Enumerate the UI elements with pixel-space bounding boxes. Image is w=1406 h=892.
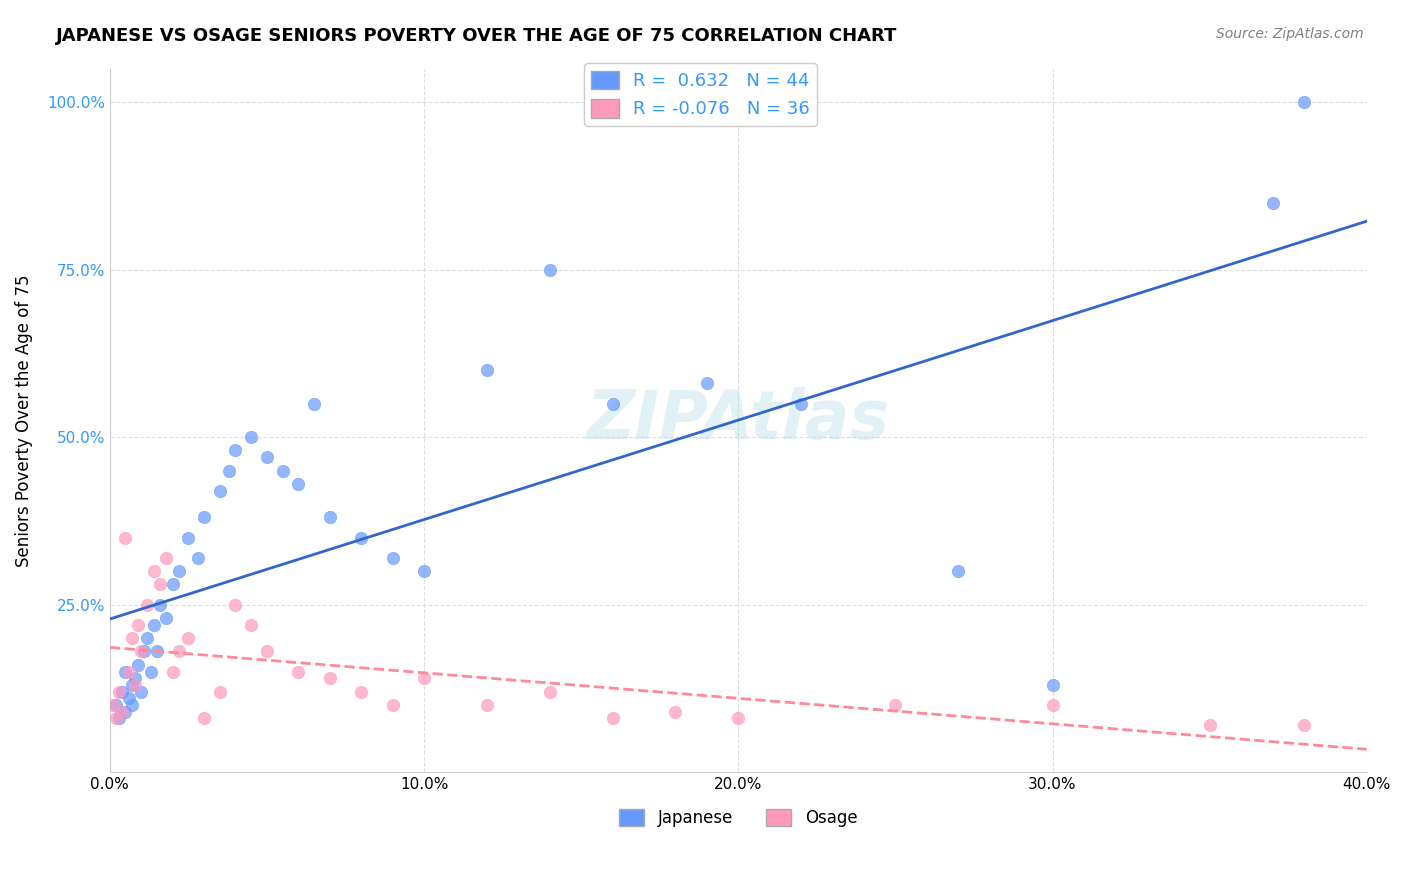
- Japanese: [287, 477, 309, 491]
- Osage: [1042, 698, 1064, 712]
- Osage: [319, 671, 342, 685]
- Osage: [149, 577, 172, 591]
- Osage: [124, 678, 146, 692]
- Japanese: [129, 684, 152, 698]
- Osage: [208, 684, 231, 698]
- Japanese: [218, 464, 240, 478]
- Japanese: [1292, 95, 1315, 109]
- Osage: [177, 631, 200, 645]
- Japanese: [108, 711, 131, 725]
- Japanese: [187, 550, 209, 565]
- Legend: Japanese, Osage: Japanese, Osage: [613, 803, 863, 834]
- Japanese: [162, 577, 184, 591]
- Japanese: [696, 376, 718, 391]
- Osage: [538, 684, 561, 698]
- Japanese: [1042, 678, 1064, 692]
- Osage: [117, 665, 139, 679]
- Japanese: [302, 396, 325, 410]
- Japanese: [121, 698, 143, 712]
- Osage: [105, 711, 128, 725]
- Japanese: [114, 705, 136, 719]
- Japanese: [240, 430, 263, 444]
- Text: Source: ZipAtlas.com: Source: ZipAtlas.com: [1216, 27, 1364, 41]
- Japanese: [121, 678, 143, 692]
- Japanese: [136, 631, 159, 645]
- Osage: [167, 644, 190, 658]
- Y-axis label: Seniors Poverty Over the Age of 75: Seniors Poverty Over the Age of 75: [15, 274, 32, 566]
- Osage: [1292, 718, 1315, 732]
- Osage: [142, 564, 165, 578]
- Japanese: [142, 617, 165, 632]
- Japanese: [256, 450, 278, 464]
- Osage: [121, 631, 143, 645]
- Japanese: [127, 657, 149, 672]
- Osage: [155, 550, 177, 565]
- Osage: [256, 644, 278, 658]
- Osage: [664, 705, 686, 719]
- Japanese: [117, 691, 139, 706]
- Japanese: [208, 483, 231, 498]
- Osage: [136, 598, 159, 612]
- Osage: [602, 711, 624, 725]
- Japanese: [319, 510, 342, 524]
- Japanese: [167, 564, 190, 578]
- Text: ZIPAtlas: ZIPAtlas: [586, 387, 890, 453]
- Japanese: [224, 443, 246, 458]
- Japanese: [155, 611, 177, 625]
- Osage: [114, 531, 136, 545]
- Osage: [101, 698, 124, 712]
- Osage: [475, 698, 498, 712]
- Osage: [727, 711, 749, 725]
- Japanese: [538, 262, 561, 277]
- Japanese: [105, 698, 128, 712]
- Osage: [350, 684, 373, 698]
- Japanese: [350, 531, 373, 545]
- Osage: [381, 698, 404, 712]
- Japanese: [177, 531, 200, 545]
- Japanese: [124, 671, 146, 685]
- Japanese: [271, 464, 294, 478]
- Osage: [240, 617, 263, 632]
- Osage: [224, 598, 246, 612]
- Japanese: [413, 564, 436, 578]
- Japanese: [948, 564, 970, 578]
- Osage: [111, 705, 134, 719]
- Japanese: [381, 550, 404, 565]
- Osage: [1198, 718, 1220, 732]
- Japanese: [146, 644, 169, 658]
- Japanese: [1261, 195, 1284, 210]
- Japanese: [149, 598, 172, 612]
- Japanese: [475, 363, 498, 377]
- Osage: [413, 671, 436, 685]
- Osage: [287, 665, 309, 679]
- Osage: [162, 665, 184, 679]
- Osage: [129, 644, 152, 658]
- Japanese: [602, 396, 624, 410]
- Osage: [884, 698, 907, 712]
- Japanese: [134, 644, 156, 658]
- Japanese: [139, 665, 162, 679]
- Japanese: [790, 396, 813, 410]
- Text: JAPANESE VS OSAGE SENIORS POVERTY OVER THE AGE OF 75 CORRELATION CHART: JAPANESE VS OSAGE SENIORS POVERTY OVER T…: [56, 27, 897, 45]
- Japanese: [111, 684, 134, 698]
- Osage: [108, 684, 131, 698]
- Osage: [193, 711, 215, 725]
- Japanese: [193, 510, 215, 524]
- Japanese: [114, 665, 136, 679]
- Osage: [127, 617, 149, 632]
